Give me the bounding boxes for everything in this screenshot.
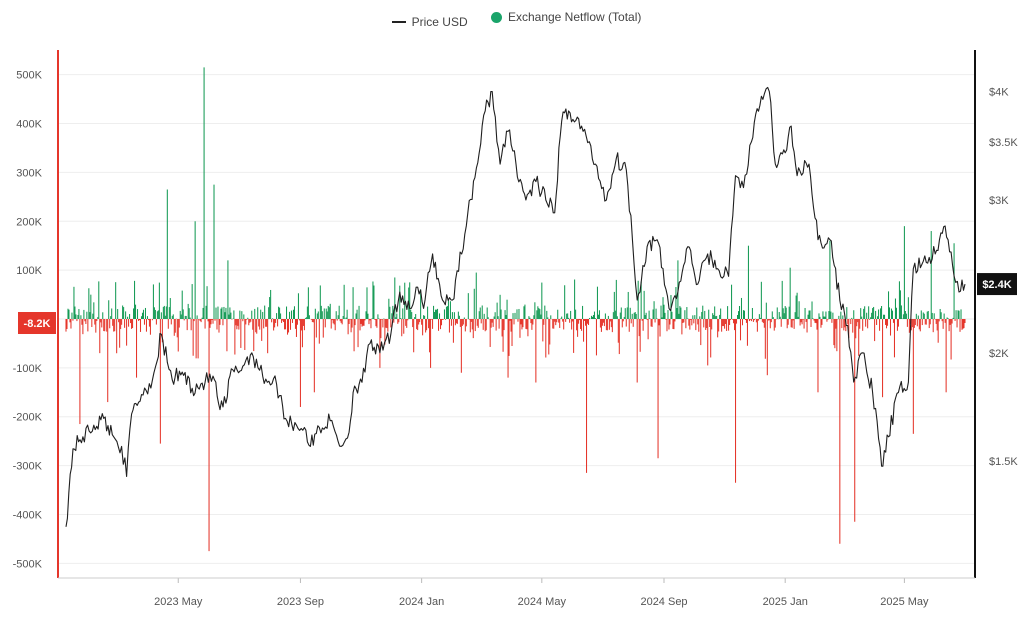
- x-axis-tick-label: 2024 Jan: [399, 596, 444, 608]
- x-axis-tick-label: 2024 May: [518, 596, 567, 608]
- left-axis-tick-label: 500K: [16, 70, 42, 82]
- left-axis-tick-label: -500K: [13, 558, 43, 570]
- legend-item-netflow[interactable]: Exchange Netflow (Total): [490, 10, 642, 24]
- x-axis-tick-label: 2025 May: [880, 596, 929, 608]
- left-axis-tick-label: -300K: [13, 461, 43, 473]
- price-badge-bg: [977, 273, 1017, 296]
- x-axis-tick-label: 2024 Sep: [640, 596, 687, 608]
- grid-layer: [58, 74, 975, 564]
- left-axis-tick-label: 100K: [16, 265, 42, 277]
- right-axis-tick-label: $3.5K: [989, 137, 1018, 149]
- netflow-badge-bg: [18, 312, 56, 335]
- legend-label-price: Price USD: [411, 14, 468, 29]
- left-axis-tick-label: -100K: [13, 363, 43, 375]
- right-axis-tick-label: $2K: [989, 348, 1009, 360]
- price-line-swatch: [391, 20, 406, 23]
- axes: 500K 400K 300K 200K 100K -100K -200K -300K -400K…: [13, 50, 1018, 608]
- legend-label-netflow: Exchange Netflow (Total): [507, 10, 642, 24]
- netflow-dot-swatch: [490, 11, 502, 23]
- legend-item-price[interactable]: Price USD: [391, 14, 468, 29]
- right-axis-tick-label: $1.5K: [989, 456, 1018, 468]
- x-axis-tick-label: 2023 May: [154, 596, 203, 608]
- price-line-layer: [65, 86, 966, 527]
- left-axis-tick-label: 300K: [16, 167, 42, 179]
- left-axis-tick-label: -400K: [13, 509, 43, 521]
- netflow-badge-label: -8.2K: [24, 318, 51, 330]
- netflow-bars: [65, 67, 966, 552]
- x-axis-tick-label: 2025 Jan: [763, 596, 808, 608]
- right-axis-tick-label: $3K: [989, 195, 1009, 207]
- price-line: [65, 86, 966, 527]
- x-axis-tick-label: 2023 Sep: [277, 596, 324, 608]
- right-axis-tick-label: $4K: [989, 87, 1009, 99]
- left-axis-tick-label: 200K: [16, 216, 42, 228]
- price-badge-label: $2.4K: [982, 279, 1011, 291]
- left-axis-tick-label: -200K: [13, 412, 43, 424]
- left-axis-tick-label: 400K: [16, 119, 42, 131]
- current-value-badges: -8.2K $2.4K: [18, 273, 1017, 335]
- legend: Price USD Exchange Netflow (Total): [0, 10, 1033, 29]
